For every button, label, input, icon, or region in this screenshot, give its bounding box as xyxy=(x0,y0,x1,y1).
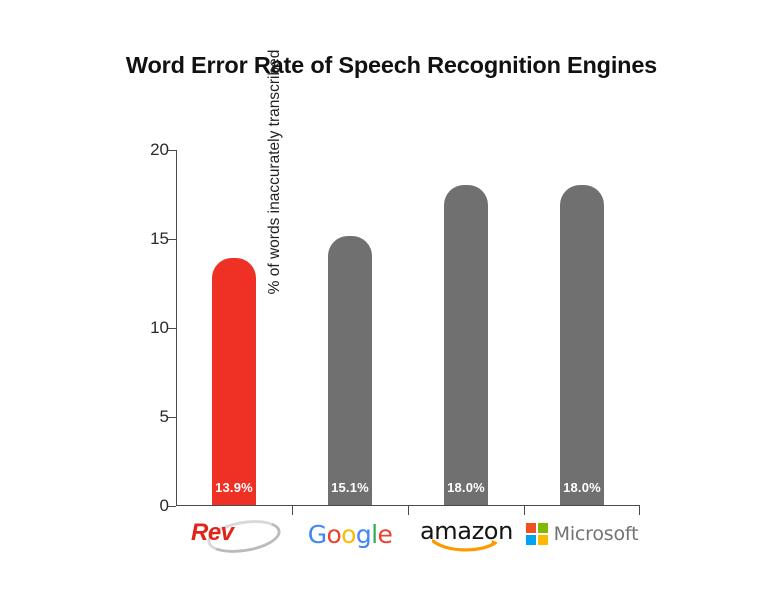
google-letter-o2: o xyxy=(341,519,356,549)
microsoft-logo: Microsoft xyxy=(525,523,639,545)
y-tick-label: 5 xyxy=(159,407,169,426)
google-letter-e: e xyxy=(377,519,393,549)
x-tick-2 xyxy=(408,506,409,515)
bar-google[interactable]: 15.1% xyxy=(328,236,372,505)
x-label-google: Google xyxy=(292,512,408,556)
y-tick-mark xyxy=(167,328,176,329)
x-tick-3 xyxy=(524,506,525,515)
y-tick-label: 15 xyxy=(150,229,169,248)
plot-area: 20 15 10 5 0 13.9% 15.1% 18. xyxy=(150,140,640,515)
rev-logo: Rev xyxy=(191,515,283,558)
bar-amazon[interactable]: 18.0% xyxy=(444,184,488,505)
y-tick-mark xyxy=(167,239,176,240)
chart-title: Word Error Rate of Speech Recognition En… xyxy=(125,52,658,78)
bar-value-label: 15.1% xyxy=(331,480,369,495)
google-letter-l: l xyxy=(371,519,378,549)
y-axis-line xyxy=(176,150,177,506)
amazon-wordmark: amazon xyxy=(420,517,513,545)
amazon-smile-icon xyxy=(432,539,498,552)
microsoft-squares-icon xyxy=(525,523,548,545)
x-tick-4 xyxy=(639,506,640,515)
microsoft-square-blue xyxy=(525,535,536,545)
x-label-microsoft: Microsoft xyxy=(524,512,640,556)
google-letter-g2: g xyxy=(355,519,372,549)
y-tick-label: 20 xyxy=(150,140,169,159)
microsoft-wordmark: Microsoft xyxy=(553,523,639,545)
y-axis-title: % of words inaccurately transcribed xyxy=(97,0,283,295)
y-tick-mark xyxy=(167,417,176,418)
rev-wordmark: Rev xyxy=(191,519,234,546)
bar-value-label: 18.0% xyxy=(447,480,485,495)
google-letter-g1: G xyxy=(307,519,327,549)
y-tick-mark xyxy=(167,150,176,151)
bar-microsoft[interactable]: 18.0% xyxy=(560,184,604,505)
x-label-rev: Rev xyxy=(176,512,292,558)
y-tick-label: 0 xyxy=(159,496,169,515)
y-tick-mark xyxy=(167,506,176,507)
microsoft-square-green xyxy=(537,523,548,533)
amazon-logo: amazon xyxy=(420,517,513,552)
x-label-amazon: amazon xyxy=(408,512,524,556)
y-tick-label: 10 xyxy=(150,318,169,337)
bar-rev[interactable]: 13.9% xyxy=(212,257,256,505)
x-axis-line xyxy=(176,505,640,506)
bar-value-label: 13.9% xyxy=(215,480,253,495)
microsoft-square-yellow xyxy=(537,535,548,545)
x-tick-1 xyxy=(292,506,293,515)
google-logo: Google xyxy=(308,520,393,549)
google-letter-o1: o xyxy=(326,519,342,549)
microsoft-square-red xyxy=(525,523,536,533)
bar-value-label: 18.0% xyxy=(563,480,601,495)
